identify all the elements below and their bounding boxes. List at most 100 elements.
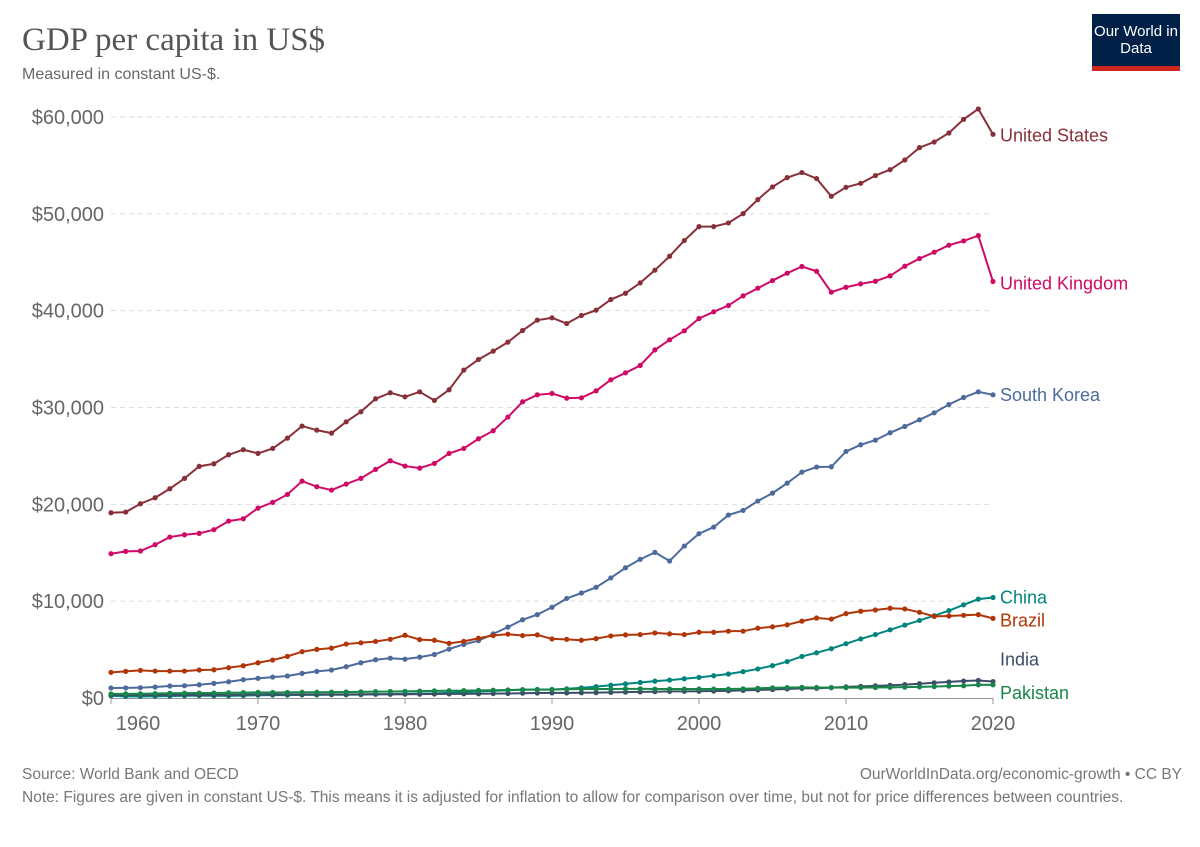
data-point bbox=[343, 481, 349, 487]
series-label: United Kingdom bbox=[1000, 274, 1128, 294]
data-point bbox=[402, 463, 408, 469]
data-point bbox=[902, 263, 908, 269]
data-point bbox=[431, 397, 437, 404]
data-point bbox=[123, 548, 129, 554]
data-point bbox=[475, 356, 482, 363]
data-point bbox=[534, 687, 540, 693]
data-point bbox=[417, 654, 423, 660]
data-point bbox=[137, 685, 143, 691]
data-point bbox=[784, 658, 790, 665]
data-point bbox=[696, 686, 702, 692]
data-point bbox=[784, 684, 790, 691]
data-point bbox=[916, 255, 923, 262]
data-point bbox=[446, 640, 452, 646]
data-point bbox=[211, 461, 217, 467]
data-point bbox=[755, 625, 761, 631]
data-point bbox=[549, 315, 555, 321]
data-point bbox=[828, 464, 834, 470]
data-point bbox=[270, 689, 276, 696]
data-point bbox=[373, 657, 379, 663]
series-label: United States bbox=[1000, 125, 1108, 145]
data-point bbox=[475, 687, 482, 693]
data-point bbox=[549, 686, 555, 693]
data-point bbox=[637, 556, 643, 562]
series-label: China bbox=[1000, 587, 1048, 607]
data-point bbox=[652, 630, 658, 636]
data-point bbox=[681, 631, 687, 638]
data-point bbox=[314, 668, 320, 674]
owid-logo[interactable]: Our World in Data bbox=[1092, 14, 1180, 71]
data-point bbox=[520, 617, 526, 623]
data-point bbox=[211, 690, 217, 696]
data-point bbox=[931, 613, 937, 619]
data-point bbox=[961, 238, 967, 244]
data-point bbox=[828, 616, 834, 622]
data-point bbox=[696, 315, 702, 322]
data-point bbox=[755, 666, 761, 672]
data-point bbox=[814, 268, 820, 274]
data-point bbox=[593, 636, 599, 642]
data-point bbox=[490, 687, 496, 693]
data-point bbox=[667, 337, 673, 343]
credit-link[interactable]: OurWorldInData.org/economic-growth • CC … bbox=[859, 766, 1182, 783]
data-point bbox=[402, 688, 408, 694]
data-point bbox=[799, 653, 805, 660]
data-point bbox=[975, 389, 981, 395]
data-point bbox=[549, 604, 555, 610]
data-point bbox=[622, 290, 629, 296]
data-point bbox=[990, 682, 996, 688]
data-point bbox=[946, 401, 952, 408]
data-point bbox=[593, 584, 599, 590]
y-tick-label: $50,000 bbox=[32, 204, 104, 226]
data-point bbox=[549, 636, 555, 642]
source-text: Source: World Bank and OECD bbox=[22, 766, 239, 783]
data-point bbox=[667, 253, 673, 259]
data-point bbox=[123, 691, 129, 697]
data-point bbox=[520, 399, 526, 405]
data-point bbox=[990, 131, 996, 137]
data-point bbox=[123, 509, 129, 515]
data-point bbox=[872, 631, 879, 638]
data-point bbox=[799, 169, 805, 176]
data-point bbox=[534, 392, 540, 398]
data-point bbox=[711, 629, 717, 635]
data-point bbox=[284, 689, 290, 696]
data-point bbox=[152, 542, 158, 548]
data-point bbox=[534, 317, 540, 323]
data-point bbox=[799, 469, 805, 475]
data-point bbox=[872, 437, 879, 443]
data-point bbox=[916, 144, 923, 151]
data-point bbox=[652, 267, 658, 273]
data-point bbox=[975, 682, 981, 688]
data-point bbox=[123, 685, 129, 691]
data-point bbox=[990, 594, 996, 601]
y-tick-label: $30,000 bbox=[32, 398, 104, 420]
data-point bbox=[872, 684, 879, 691]
data-point bbox=[255, 675, 261, 681]
data-point bbox=[814, 175, 820, 182]
data-point bbox=[931, 249, 937, 255]
data-point bbox=[872, 172, 879, 179]
data-point bbox=[916, 609, 923, 615]
data-point bbox=[475, 436, 482, 442]
data-point bbox=[505, 631, 511, 637]
data-point bbox=[328, 667, 335, 673]
data-point bbox=[402, 632, 408, 638]
series-labels: United States United Kingdom South Korea Ch… bbox=[1000, 125, 1128, 702]
y-tick-label: $20,000 bbox=[32, 494, 104, 516]
data-point bbox=[461, 367, 467, 373]
data-point bbox=[843, 641, 849, 647]
note-text: Note: Figures are given in constant US-$… bbox=[22, 789, 1124, 806]
data-point bbox=[814, 615, 820, 621]
data-point bbox=[975, 677, 981, 684]
data-point bbox=[858, 608, 864, 614]
data-point bbox=[828, 193, 834, 199]
data-point bbox=[461, 638, 467, 644]
data-point bbox=[799, 684, 805, 690]
data-point bbox=[505, 687, 511, 693]
data-point bbox=[858, 684, 864, 691]
data-point bbox=[593, 690, 599, 696]
data-point bbox=[711, 686, 717, 692]
data-point bbox=[578, 637, 585, 643]
data-point bbox=[314, 427, 320, 433]
